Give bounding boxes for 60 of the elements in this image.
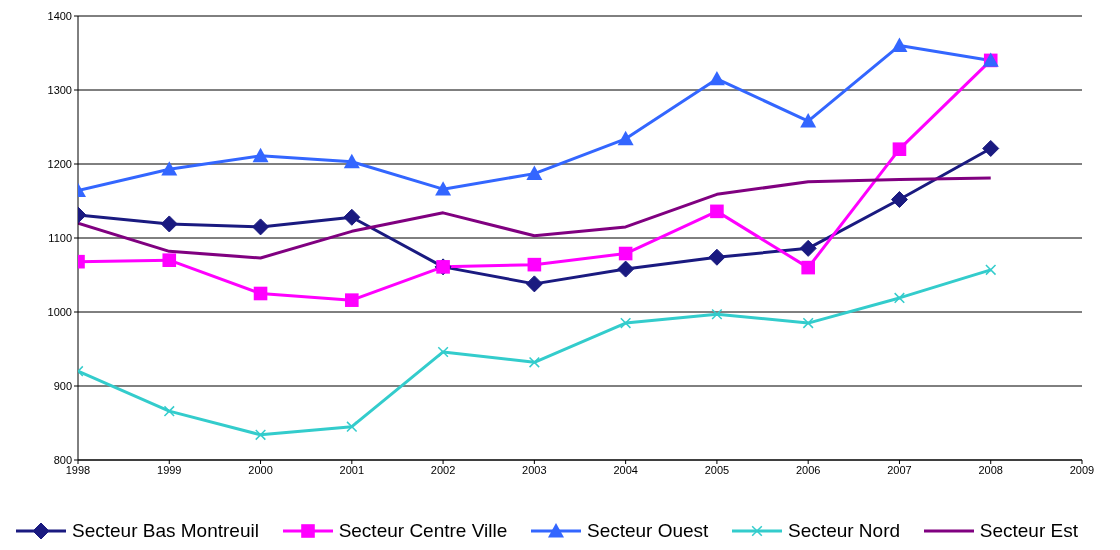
x-tick-label: 2009	[1069, 463, 1095, 476]
legend-label: Secteur Est	[979, 520, 1078, 542]
point	[617, 260, 635, 278]
x-tick-label: 2003	[522, 463, 547, 476]
point	[801, 260, 815, 275]
y-tick-label: 1400	[47, 9, 72, 22]
x-tick-label: 2000	[248, 463, 273, 476]
x-tick-label: 2008	[978, 463, 1003, 476]
point	[162, 253, 177, 267]
point	[343, 208, 361, 226]
point	[617, 130, 634, 146]
point	[708, 248, 726, 266]
point	[982, 139, 1000, 157]
point	[252, 218, 270, 236]
point	[891, 37, 908, 52]
point	[802, 317, 814, 329]
point	[435, 181, 452, 196]
point	[526, 165, 543, 181]
point	[163, 405, 175, 417]
x-tick-label: 2004	[613, 463, 638, 476]
point	[710, 204, 724, 219]
point	[160, 215, 178, 233]
y-tick-label: 800	[53, 453, 72, 466]
x-tick-label: 2007	[887, 463, 912, 476]
point	[527, 257, 542, 272]
y-tick-label: 1300	[47, 83, 72, 96]
legend-label: Secteur Nord	[788, 520, 901, 542]
point	[618, 246, 633, 261]
point	[711, 308, 723, 320]
point	[161, 161, 178, 176]
point	[437, 346, 449, 358]
x-tick-label: 2001	[339, 463, 365, 476]
point	[985, 264, 997, 276]
y-tick-label: 1000	[47, 305, 72, 318]
legend-label: Secteur Centre Ville	[338, 520, 508, 542]
point	[893, 292, 905, 304]
legend-label: Secteur Ouest	[586, 520, 709, 542]
point	[253, 286, 268, 301]
point	[620, 317, 632, 329]
y-tick-label: 1200	[47, 157, 72, 170]
point	[890, 191, 908, 209]
point	[708, 70, 725, 86]
point	[252, 147, 269, 163]
point	[525, 275, 543, 293]
y-tick-label: 900	[53, 379, 72, 392]
x-tick-label: 2005	[704, 463, 730, 476]
point	[346, 421, 358, 433]
point	[799, 239, 817, 257]
x-tick-label: 1998	[65, 463, 91, 476]
point	[800, 113, 817, 128]
x-tick-label: 1999	[157, 463, 182, 476]
point	[345, 293, 359, 307]
point	[343, 153, 360, 169]
point	[528, 356, 540, 368]
point	[892, 142, 907, 156]
x-tick-label: 2002	[430, 463, 456, 476]
x-tick-label: 2006	[795, 463, 821, 476]
legend-label: Secteur Bas Montreuil	[72, 520, 259, 542]
point	[255, 429, 267, 441]
y-tick-label: 1100	[48, 231, 72, 244]
